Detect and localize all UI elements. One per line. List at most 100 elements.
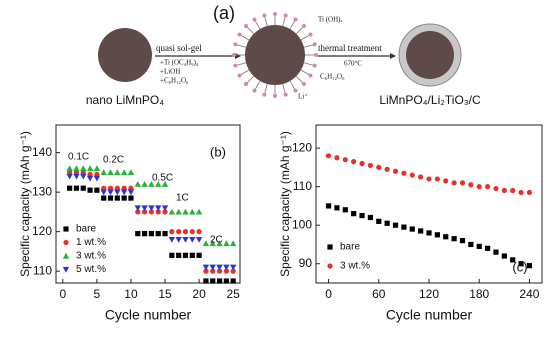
- y-tick-label: 140: [32, 145, 52, 159]
- point: [196, 252, 202, 258]
- surface-dot: [232, 53, 236, 57]
- y-tick-label: 100: [292, 217, 312, 231]
- arrow-head: [390, 53, 396, 59]
- reagent: +Ti (OC₄H₉)₄: [160, 59, 199, 67]
- point: [127, 189, 135, 196]
- point: [141, 181, 148, 187]
- y-tick-label: 110: [33, 263, 52, 277]
- point: [359, 160, 365, 167]
- panel-label: (a): [213, 3, 235, 23]
- y-tick-label: 120: [32, 224, 52, 238]
- point: [176, 229, 182, 235]
- point: [418, 174, 424, 180]
- x-tick-label: 10: [124, 287, 138, 301]
- spike: [295, 26, 304, 35]
- point: [101, 185, 107, 191]
- spike: [240, 34, 250, 41]
- plot-frame: [315, 124, 543, 284]
- point: [409, 226, 415, 232]
- annotation: 2C: [210, 235, 223, 246]
- spike: [246, 75, 255, 84]
- point: [114, 185, 120, 191]
- x-tick-label: 60: [372, 287, 386, 301]
- surface-dot: [308, 73, 313, 78]
- point: [168, 236, 176, 243]
- point: [351, 159, 357, 165]
- point: [468, 241, 474, 248]
- point: [434, 176, 440, 182]
- arrow-head: [235, 53, 241, 59]
- point: [189, 208, 196, 215]
- spike: [300, 69, 310, 76]
- plot-frame: [55, 124, 241, 284]
- point: [135, 209, 141, 215]
- legend-label: 3 wt.%: [76, 251, 106, 262]
- point: [189, 236, 196, 243]
- point: [434, 232, 440, 238]
- point: [510, 257, 516, 263]
- point: [359, 212, 365, 219]
- point: [67, 185, 73, 191]
- point: [134, 181, 141, 187]
- point: [155, 181, 162, 187]
- legend-label: 1 wt.%: [76, 237, 106, 248]
- x-axis-label: Cycle number: [105, 307, 192, 323]
- point: [155, 209, 161, 215]
- point: [409, 172, 415, 178]
- point: [392, 222, 399, 228]
- point: [162, 209, 168, 215]
- annotation: 0.5C: [152, 173, 173, 184]
- spike: [295, 75, 304, 84]
- point: [148, 205, 155, 212]
- x-tick-label: 0: [325, 287, 332, 301]
- point: [202, 240, 210, 247]
- spike: [289, 20, 296, 30]
- x-tick-label: 120: [419, 287, 439, 301]
- point: [175, 208, 182, 215]
- y-tick-label: 130: [32, 184, 52, 198]
- legend-label: 3 wt.%: [340, 261, 370, 272]
- point: [107, 169, 114, 175]
- y-tick-label: 90: [299, 256, 313, 270]
- point: [169, 229, 175, 235]
- y-axis-label: Specific capacity (mAh g⁻¹): [278, 131, 292, 277]
- point: [384, 220, 390, 226]
- point: [73, 185, 80, 191]
- point: [518, 189, 524, 196]
- point: [230, 268, 236, 274]
- legend-marker: [327, 263, 333, 269]
- point: [80, 173, 87, 180]
- point: [526, 189, 533, 196]
- point: [223, 264, 230, 271]
- legend-marker: [62, 266, 70, 273]
- surface-dot: [262, 13, 267, 18]
- point: [223, 240, 230, 247]
- point: [209, 240, 216, 247]
- point: [148, 231, 155, 237]
- point: [141, 209, 148, 215]
- point: [401, 224, 407, 230]
- point: [325, 203, 332, 209]
- point: [459, 238, 466, 244]
- point: [94, 171, 100, 177]
- point: [66, 165, 73, 172]
- point: [93, 165, 101, 172]
- surface-dot: [252, 17, 257, 22]
- x-tick-label: 0: [59, 287, 66, 301]
- point: [189, 229, 195, 235]
- point: [484, 184, 491, 190]
- surface-label: Ti (OH)ₓ: [318, 16, 343, 24]
- spike: [289, 80, 296, 90]
- point: [73, 165, 80, 172]
- point: [86, 165, 94, 172]
- point: [148, 209, 155, 215]
- annotation: 1C: [176, 193, 189, 204]
- nano-particle: [98, 28, 152, 82]
- legend-label: bare: [340, 242, 360, 253]
- legend-marker: [63, 239, 69, 246]
- spike: [303, 44, 314, 48]
- point: [401, 170, 407, 176]
- point: [468, 182, 474, 188]
- point: [501, 187, 507, 194]
- point: [451, 236, 457, 242]
